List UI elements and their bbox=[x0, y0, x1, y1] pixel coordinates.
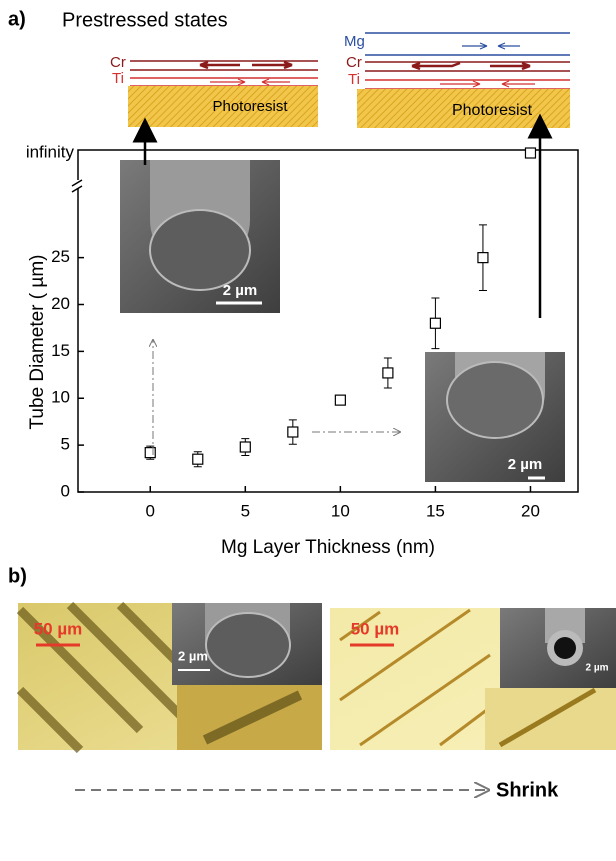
substrate-label: Photoresist bbox=[212, 98, 288, 115]
marker bbox=[145, 448, 155, 458]
layer-label: Ti bbox=[112, 70, 124, 87]
sem-inset: 2 µm bbox=[425, 352, 565, 482]
scale-bar-label: 50 µm bbox=[351, 619, 400, 638]
y-tick-label: 20 bbox=[51, 294, 70, 313]
y-tick-label: 0 bbox=[61, 481, 70, 500]
marker bbox=[240, 442, 250, 452]
marker bbox=[288, 427, 298, 437]
marker bbox=[478, 253, 488, 263]
scale-bar-label: 2 µm bbox=[586, 663, 609, 674]
marker bbox=[335, 395, 345, 405]
micrograph: 50 µm 2 µm bbox=[18, 603, 322, 750]
schematic-right: Mg Cr Ti Photoresist bbox=[344, 33, 570, 128]
y-break-label: infinity bbox=[26, 142, 75, 161]
x-tick-label: 5 bbox=[241, 501, 250, 520]
x-tick-label: 0 bbox=[146, 501, 155, 520]
layer-label: Mg bbox=[344, 33, 365, 50]
x-tick-label: 15 bbox=[426, 501, 445, 520]
plot: infinity 0 5 10 15 20 25 0 5 10 15 20 Mg Layer Thick… bbox=[26, 142, 578, 558]
y-tick-label: 10 bbox=[51, 388, 70, 407]
scale-bar-label: 2 µm bbox=[178, 648, 208, 663]
y-tick-label: 15 bbox=[51, 341, 70, 360]
layer-label: Ti bbox=[348, 71, 360, 88]
micrograph: 50 µm 2 µm bbox=[330, 608, 616, 750]
sem-inset: 2 µm bbox=[120, 160, 280, 313]
arrow-label: Shrink bbox=[496, 779, 559, 801]
marker bbox=[383, 368, 393, 378]
marker bbox=[430, 318, 440, 328]
title: Prestressed states bbox=[62, 9, 228, 31]
panel-label: a) bbox=[8, 8, 26, 30]
panel-label: b) bbox=[8, 565, 27, 587]
marker-off-scale bbox=[525, 148, 535, 158]
substrate-label: Photoresist bbox=[452, 102, 533, 119]
scale-bar-label: 50 µm bbox=[34, 619, 83, 638]
layer-label: Cr bbox=[110, 54, 126, 71]
axis-break bbox=[72, 180, 82, 192]
x-axis-label: Mg Layer Thickness (nm) bbox=[221, 537, 435, 558]
schematic-left: Cr Ti Photoresist bbox=[110, 54, 318, 127]
y-axis-label: Tube Diameter ( µm) bbox=[27, 255, 48, 430]
scale-bar-label: 2 µm bbox=[508, 456, 543, 473]
figure: a) Prestressed states Cr Ti Photoresist … bbox=[0, 0, 616, 856]
x-tick-label: 20 bbox=[521, 501, 540, 520]
layer-label: Cr bbox=[346, 54, 362, 71]
y-tick-label: 5 bbox=[61, 435, 70, 454]
x-tick-label: 10 bbox=[331, 501, 350, 520]
marker bbox=[193, 454, 203, 464]
y-tick-label: 25 bbox=[51, 247, 70, 266]
scale-bar-label: 2 µm bbox=[223, 282, 258, 299]
